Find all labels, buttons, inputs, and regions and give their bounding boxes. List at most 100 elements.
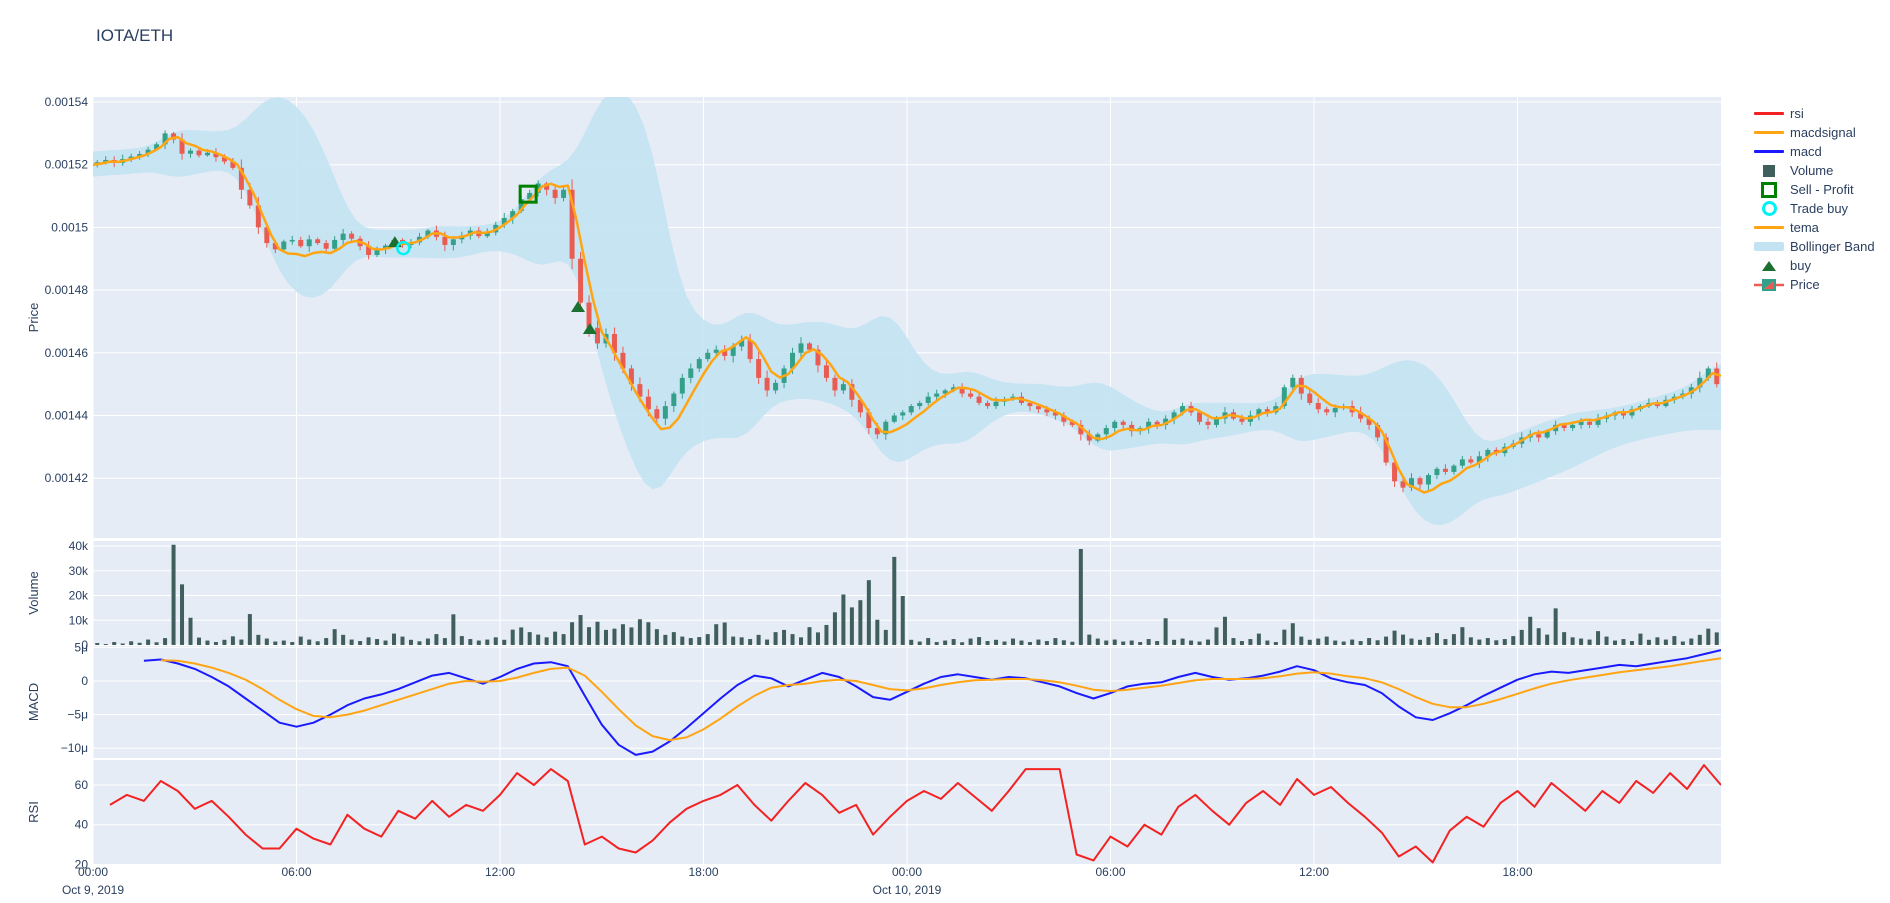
legend-item-sell-profit[interactable]: Sell - Profit	[1752, 180, 1875, 199]
candle-body	[1434, 468, 1440, 476]
volume-bar	[230, 636, 235, 645]
legend-item-buy[interactable]: buy	[1752, 256, 1875, 275]
volume-bar	[1494, 640, 1499, 645]
candle-body	[1570, 424, 1576, 429]
legend-item-label: macdsignal	[1790, 125, 1856, 140]
volume-bar	[510, 629, 515, 645]
macd-line	[143, 649, 1721, 756]
candle-body	[798, 343, 804, 353]
volume-bar	[408, 639, 413, 645]
volume-bar	[1010, 638, 1015, 645]
volume-bar	[977, 637, 982, 645]
volume-bar	[1646, 639, 1651, 645]
legend-item-volume[interactable]: Volume	[1752, 161, 1875, 180]
candle-body	[578, 258, 584, 303]
candle-body	[484, 232, 490, 237]
tema-line	[93, 135, 1721, 494]
volume-bar	[612, 628, 617, 645]
volume-bar	[502, 639, 507, 645]
macd-tick-label: −5μ	[67, 708, 88, 722]
buy-marker[interactable]	[582, 322, 597, 334]
candle-body	[1587, 421, 1593, 425]
volume-bar	[680, 636, 685, 645]
volume-bar	[1206, 639, 1211, 645]
trade-buy-marker[interactable]	[396, 240, 411, 256]
volume-bar	[705, 634, 710, 645]
volume-bar	[196, 637, 201, 645]
volume-bar	[451, 614, 456, 645]
legend-item-bollinger-band[interactable]: Bollinger Band	[1752, 237, 1875, 256]
candle-body	[1442, 468, 1448, 472]
legend-item-tema[interactable]: tema	[1752, 218, 1875, 237]
volume-bar	[578, 615, 583, 645]
candle-body	[238, 167, 244, 190]
candle-body	[196, 150, 202, 156]
volume-bar	[1434, 633, 1439, 645]
candle-body	[332, 239, 338, 249]
volume-bar	[281, 640, 286, 645]
buy-marker[interactable]	[571, 301, 586, 313]
volume-bar	[256, 634, 261, 645]
sell-profit-marker[interactable]	[518, 184, 538, 204]
candle-body	[137, 154, 143, 157]
price-tick-label: 0.00142	[45, 471, 89, 485]
candle-body	[1485, 449, 1491, 457]
candle-body	[1027, 402, 1033, 407]
rsi-tick-label: 40	[75, 818, 89, 832]
legend-item-macdsignal[interactable]: macdsignal	[1752, 123, 1875, 142]
candle-body	[145, 149, 151, 155]
volume-bar	[341, 634, 346, 645]
candle-body	[815, 349, 821, 366]
volume-bar	[1070, 641, 1075, 645]
line-swatch-icon	[1752, 144, 1786, 160]
volume-bar	[849, 607, 854, 645]
volume-bar	[1706, 628, 1711, 645]
volume-bar	[1502, 639, 1507, 645]
candle-body	[1366, 418, 1372, 425]
candle-body	[1163, 418, 1169, 425]
volume-bar	[1485, 638, 1490, 645]
candle-body	[1578, 421, 1584, 425]
volume-bar	[120, 643, 125, 645]
macd-tick-label: 5μ	[74, 640, 88, 654]
x-tick-label: 18:00	[688, 865, 718, 879]
volume-tick-label: 40k	[69, 539, 89, 553]
price-tick-label: 0.00154	[45, 95, 89, 109]
legend-item-price[interactable]: Price	[1752, 275, 1875, 294]
volume-bar	[1536, 628, 1541, 645]
volume-bar	[527, 632, 532, 645]
volume-bar	[603, 629, 608, 645]
candle-body	[1129, 424, 1135, 432]
candle-body	[171, 133, 177, 140]
volume-bar	[417, 641, 422, 645]
volume-bar	[154, 642, 159, 645]
candle-body	[942, 390, 948, 394]
volume-bar	[714, 624, 719, 645]
volume-bar	[1519, 629, 1524, 645]
volume-bar	[129, 641, 134, 645]
legend-item-label: tema	[1790, 220, 1819, 235]
volume-bar	[1426, 637, 1431, 645]
candle-body	[823, 365, 829, 378]
candle-body	[705, 352, 711, 360]
volume-bar	[1002, 641, 1007, 645]
volume-bar	[425, 638, 430, 645]
volume-bar	[366, 637, 371, 645]
volume-bar	[315, 641, 320, 645]
volume-bar	[663, 634, 668, 645]
candle-body	[1375, 424, 1381, 438]
volume-bar	[688, 638, 693, 645]
volume-bar	[1146, 639, 1151, 645]
candle-body	[1425, 475, 1431, 485]
candle-body	[569, 189, 575, 259]
candle-body	[1400, 481, 1406, 488]
legend-item-trade-buy[interactable]: Trade buy	[1752, 199, 1875, 218]
volume-bar	[264, 638, 269, 645]
volume-bar	[239, 639, 244, 645]
legend-item-rsi[interactable]: rsi	[1752, 104, 1875, 123]
candle-body	[1078, 424, 1084, 435]
volume-bar	[1341, 641, 1346, 645]
trade-markers	[387, 184, 597, 334]
legend-item-macd[interactable]: macd	[1752, 142, 1875, 161]
